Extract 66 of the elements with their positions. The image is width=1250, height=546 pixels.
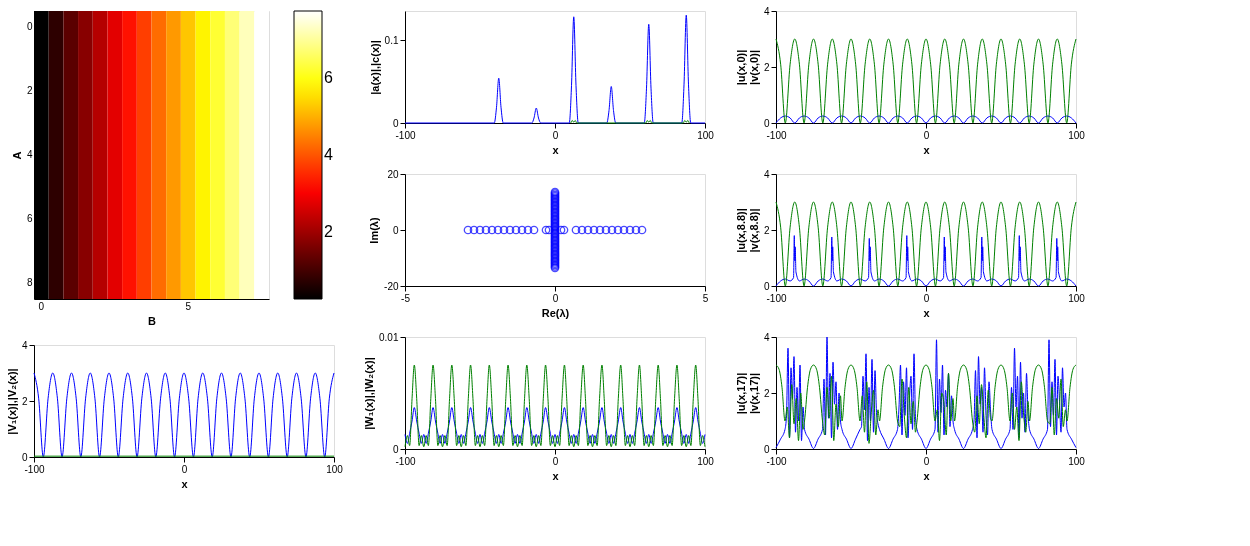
y-axis-title: |u(x,0)| |v(x,0)| [734,49,760,86]
y-tick-label: 0 [763,280,770,292]
x-axis-title: B [148,314,157,327]
x-tick-label: 0 [181,463,188,475]
y-tick-label: 0 [763,117,770,129]
x-tick-label: -100 [766,455,787,467]
x-tick-label: 100 [1068,292,1086,304]
x-tick-label: 0 [923,455,930,467]
x-tick-label: 0 [552,292,559,304]
y-axis-title: |u(x,17)| |v(x,17)| [734,372,760,415]
y-tick-label: 4 [26,149,33,160]
x-tick-label: -100 [395,455,416,467]
x-axis-title: x [552,469,560,482]
y-tick-label: 0 [26,21,33,32]
x-tick-label: 0 [552,455,559,467]
x-axis-title: Re(λ) [541,306,570,319]
x-tick-label: 0 [923,292,930,304]
x-tick-label: 100 [1068,455,1086,467]
y-tick-label: 0 [392,224,399,236]
y-tick-label: 6 [26,213,33,224]
y-tick-label: 0.1 [384,34,399,46]
y-tick-label: 2 [763,61,770,73]
y-tick-label: 0.01 [379,331,399,343]
x-tick-label: 5 [185,300,192,312]
x-axis-title: x [923,143,931,156]
y-axis-title: |W₁(x)|,|W₂(x)| [363,357,376,430]
x-tick-label: 0 [923,129,930,141]
y-tick-label: 0 [392,443,399,455]
x-tick-label: 100 [697,455,715,467]
y-axis-title: A [10,151,23,160]
y-tick-label: -20 [384,280,399,292]
y-tick-label: 2 [26,85,33,96]
x-tick-label: -100 [24,463,45,475]
y-tick-label: 4 [763,331,770,343]
color-bar-label: 4 [324,146,333,163]
x-axis-title: x [181,477,189,490]
line-series [404,407,706,444]
x-tick-label: 100 [326,463,344,475]
line-series [775,364,1077,444]
x-tick-label: 0 [552,129,559,141]
x-axis-title: x [552,143,560,156]
y-axis-title: |a(x)|,|c(x)| [368,40,381,95]
y-tick-label: 4 [21,339,28,351]
y-axis-title: |V₁(x)|,|V₂(x)| [5,368,18,435]
x-tick-label: 5 [702,292,709,304]
y-tick-label: 4 [763,168,770,180]
y-tick-label: 4 [763,5,770,17]
x-tick-label: -100 [766,129,787,141]
x-axis-title: x [923,306,931,319]
y-axis-title: Im(λ) [368,217,381,244]
y-tick-label: 20 [387,168,399,180]
y-tick-label: 8 [26,277,33,288]
x-tick-label: 100 [697,129,715,141]
y-tick-label: 0 [763,443,770,455]
x-tick-label: -5 [401,292,411,304]
y-tick-label: 0 [392,117,399,129]
y-tick-label: 2 [21,395,28,407]
color-bar-label: 2 [324,222,333,240]
x-tick-label: -100 [766,292,787,304]
y-axis-title: |u(x,8.8)| |v(x,8.8)| [734,208,760,253]
x-axis-title: x [923,469,931,482]
y-tick-label: 2 [763,224,770,236]
x-tick-label: 100 [1068,129,1086,141]
color-bar-label: 6 [324,69,333,87]
y-tick-label: 2 [763,387,770,399]
x-tick-label: -100 [395,129,416,141]
